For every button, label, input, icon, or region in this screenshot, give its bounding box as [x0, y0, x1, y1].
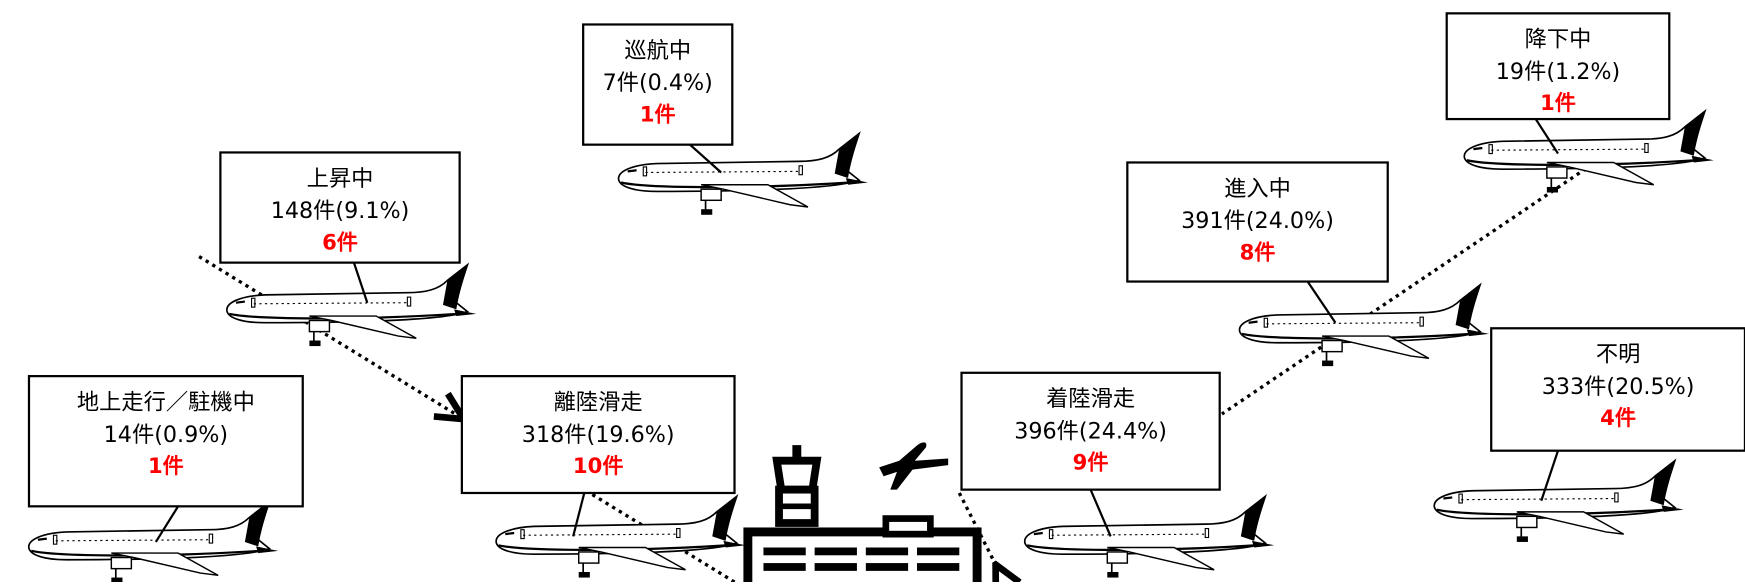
phase-total: 19件(1.2%) — [1496, 59, 1620, 85]
phase-box: 進入中 391件(24.0%) 8件 — [1126, 161, 1389, 283]
airplane — [1023, 495, 1276, 579]
phase-total: 7件(0.4%) — [603, 70, 713, 96]
phase-box: 地上走行／駐機中 14件(0.9%) 1件 — [27, 375, 304, 508]
phase-name: 上昇中 — [307, 166, 374, 192]
airplane — [27, 500, 280, 585]
phase-name: 進入中 — [1224, 176, 1291, 202]
phase-box: 巡航中 7件(0.4%) 1件 — [582, 23, 734, 146]
phase-highlight: 1件 — [640, 101, 676, 126]
box — [1126, 161, 1389, 283]
phase-highlight: 9件 — [1073, 450, 1109, 475]
phase-box: 着陸滑走 396件(24.4%) 9件 — [960, 371, 1221, 491]
connector — [1089, 489, 1112, 537]
phase-name: 地上走行／駐機中 — [77, 390, 255, 416]
phase-total: 333件(20.5%) — [1542, 374, 1695, 400]
phase-total: 148件(9.1%) — [271, 198, 410, 224]
phase-box: 降下中 19件(1.2%) 1件 — [1445, 12, 1671, 121]
phase-highlight: 4件 — [1600, 405, 1636, 430]
connector — [352, 262, 369, 304]
box — [219, 151, 461, 264]
phase-name: 降下中 — [1525, 27, 1592, 53]
phase-highlight: 6件 — [322, 229, 358, 254]
connector — [572, 492, 586, 537]
phase-name: 巡航中 — [624, 38, 691, 64]
phase-total: 391件(24.0%) — [1181, 208, 1334, 234]
airport-icon — [743, 442, 982, 586]
connector — [1534, 118, 1559, 155]
connector — [154, 505, 180, 543]
box — [27, 375, 304, 508]
box — [460, 375, 736, 495]
phase-total: 318件(19.6%) — [522, 422, 675, 448]
phase-name: 離陸滑走 — [554, 390, 643, 416]
phase-highlight: 1件 — [148, 453, 184, 478]
connector — [1540, 450, 1560, 502]
phase-name: 着陸滑走 — [1046, 386, 1135, 412]
phase-highlight: 8件 — [1240, 239, 1276, 264]
boxes: 巡航中7件(0.4%)1件降下中19件(1.2%)1件上昇中148件(9.1%)… — [27, 12, 1745, 543]
box — [582, 23, 734, 146]
phase-total: 14件(0.9%) — [104, 422, 228, 448]
phase-total: 396件(24.4%) — [1014, 418, 1167, 444]
phase-box: 離陸滑走 318件(19.6%) 10件 — [460, 375, 736, 495]
phase-highlight: 1件 — [1540, 90, 1576, 115]
box — [960, 371, 1221, 491]
box — [1490, 327, 1745, 452]
airplane — [1463, 110, 1715, 194]
connector — [1306, 280, 1337, 324]
airplane — [225, 263, 478, 348]
phase-box: 上昇中 148件(9.1%) 6件 — [219, 151, 461, 264]
phase-box: 不明 333件(20.5%) 4件 — [1490, 327, 1745, 452]
airplane — [1238, 283, 1491, 368]
box — [1445, 12, 1671, 121]
connector — [689, 143, 722, 174]
airplane — [495, 495, 747, 579]
phase-name: 不明 — [1596, 342, 1640, 368]
phase-highlight: 10件 — [573, 453, 624, 478]
airplane — [1433, 459, 1685, 544]
